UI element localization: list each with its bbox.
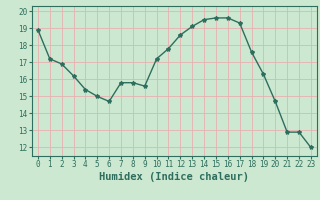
X-axis label: Humidex (Indice chaleur): Humidex (Indice chaleur)	[100, 172, 249, 182]
